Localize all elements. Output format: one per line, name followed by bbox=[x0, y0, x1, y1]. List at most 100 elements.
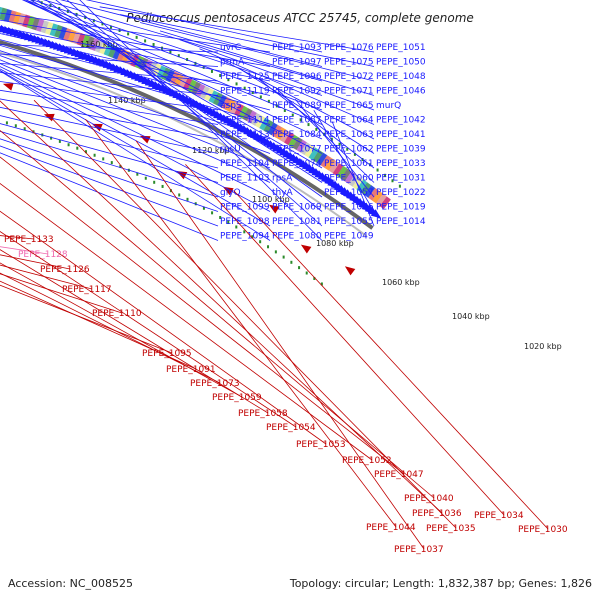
gc-dot bbox=[227, 220, 230, 224]
forward-label-leader bbox=[0, 70, 271, 241]
backbone-inner-ring bbox=[0, 51, 368, 237]
forward-label-leader bbox=[55, 0, 323, 212]
forward-label-leader bbox=[79, 0, 323, 241]
forward-label-leader bbox=[0, 81, 219, 111]
gc-dot bbox=[282, 255, 285, 259]
forward-label-leader bbox=[0, 44, 219, 53]
forward-gene-label: PEPE_1114 bbox=[220, 116, 270, 126]
forward-label-leader bbox=[119, 14, 375, 67]
forward-label-leader bbox=[0, 72, 219, 96]
gc-dot bbox=[299, 118, 302, 122]
cog-segment bbox=[212, 92, 223, 106]
backbone-ring bbox=[0, 40, 374, 230]
cog-segment bbox=[161, 67, 171, 81]
gc-dot bbox=[259, 240, 262, 244]
cog-segment bbox=[336, 165, 348, 179]
gc-dot bbox=[153, 180, 156, 184]
reverse-gene-label: PEPE_1091 bbox=[166, 365, 216, 375]
reverse-gene-arrow bbox=[344, 266, 356, 276]
forward-label-leader bbox=[0, 115, 219, 169]
gc-dot bbox=[398, 184, 401, 188]
reverse-gene-label: PEPE_1133 bbox=[4, 235, 54, 245]
reverse-gene-label: PEPE_1054 bbox=[266, 423, 316, 433]
forward-gene-label: PEPE_1055 bbox=[324, 217, 374, 227]
forward-gene-label: rpsA bbox=[272, 174, 293, 184]
forward-label-leader bbox=[140, 22, 375, 82]
gc-dot bbox=[283, 108, 286, 112]
kbp-tick-label: 1060 kbp bbox=[382, 278, 420, 287]
forward-label-leader bbox=[159, 30, 375, 96]
forward-label-leader bbox=[199, 48, 375, 125]
gc-dot bbox=[135, 35, 138, 39]
forward-gene-label: PEPE_1050 bbox=[376, 58, 426, 68]
forward-label-leader bbox=[0, 98, 219, 140]
forward-gene-label: PEPE_1042 bbox=[376, 116, 426, 126]
forward-gene-label: PEPE_1069 bbox=[272, 203, 322, 213]
gc-dot bbox=[178, 193, 181, 197]
cog-segment bbox=[340, 168, 352, 182]
forward-label-leader bbox=[0, 62, 219, 82]
gc-dot bbox=[235, 225, 238, 229]
kbp-tick-label: 1080 kbp bbox=[316, 239, 354, 248]
gc-dot bbox=[305, 271, 308, 275]
forward-label-leader bbox=[22, 0, 323, 140]
reverse-label-leader bbox=[185, 164, 505, 516]
forward-gene-label: PEPE_1089 bbox=[272, 101, 322, 111]
gc-dot bbox=[76, 146, 79, 150]
gc-dot bbox=[251, 91, 254, 95]
forward-gene-label: PEPE_1033 bbox=[376, 159, 426, 169]
forward-label-leader bbox=[36, 0, 323, 183]
forward-label-leader bbox=[0, 59, 271, 169]
forward-label-leader bbox=[0, 53, 219, 67]
gc-dot bbox=[136, 172, 139, 176]
gc-dot bbox=[127, 32, 130, 36]
gc-dot bbox=[101, 22, 104, 26]
forward-label-leader bbox=[22, 0, 323, 125]
gc-dot bbox=[14, 124, 17, 128]
forward-gene-label: PEPE_1096 bbox=[272, 72, 322, 82]
cog-segment bbox=[375, 193, 388, 207]
reverse-label-leader bbox=[0, 262, 243, 398]
forward-gene-label: PEPE_1065 bbox=[324, 101, 374, 111]
forward-gene-label: PEPE_1074 bbox=[272, 159, 322, 169]
reverse-gene-label: PEPE_1110 bbox=[92, 309, 142, 319]
cog-segment bbox=[300, 142, 311, 156]
cog-segment bbox=[31, 17, 40, 31]
gc-dot bbox=[144, 39, 147, 43]
forward-label-leader bbox=[0, 63, 271, 183]
gc-dot bbox=[298, 266, 301, 270]
forward-gene-label: PEPE_1092 bbox=[272, 87, 322, 97]
forward-gene-label: PEPE_1097 bbox=[272, 58, 322, 68]
forward-label-leader bbox=[0, 26, 271, 82]
cog-segment bbox=[139, 57, 149, 71]
reverse-label-leader bbox=[0, 272, 221, 384]
forward-label-leader bbox=[0, 12, 271, 53]
gc-dot bbox=[161, 184, 164, 188]
cog-segment bbox=[63, 28, 72, 42]
reverse-gene-label: PEPE_1117 bbox=[62, 285, 112, 295]
gc-dot bbox=[92, 19, 95, 23]
cog-segment bbox=[304, 144, 316, 158]
forward-gene-label: PEPE_1075 bbox=[324, 58, 374, 68]
cog-segment bbox=[344, 171, 356, 185]
forward-label-leader bbox=[0, 123, 219, 183]
cog-segment bbox=[279, 129, 291, 143]
reverse-label-leader bbox=[0, 182, 373, 461]
kbp-tick-label: 1020 kbp bbox=[524, 342, 562, 351]
gc-dot bbox=[338, 142, 341, 146]
gc-dot bbox=[307, 123, 310, 127]
reverse-gene-label: PEPE_1059 bbox=[212, 393, 262, 403]
gc-dot bbox=[84, 150, 87, 154]
reverse-label-leader bbox=[0, 249, 269, 414]
kbp-tick-label: 1160 kbp bbox=[80, 40, 118, 49]
cog-segment bbox=[26, 15, 36, 29]
reverse-gene-label: PEPE_1073 bbox=[190, 379, 240, 389]
forward-gene-label: PEPE_1041 bbox=[376, 130, 426, 140]
cog-segment bbox=[263, 120, 274, 133]
forward-gene-label: prmA bbox=[220, 58, 245, 68]
reverse-gene-label: PEPE_1128 bbox=[18, 250, 68, 260]
forward-gene-label: PEPE_1113 bbox=[220, 130, 270, 140]
reverse-label-leader bbox=[0, 156, 405, 475]
forward-gene-label: PEPE_1062 bbox=[324, 145, 374, 155]
